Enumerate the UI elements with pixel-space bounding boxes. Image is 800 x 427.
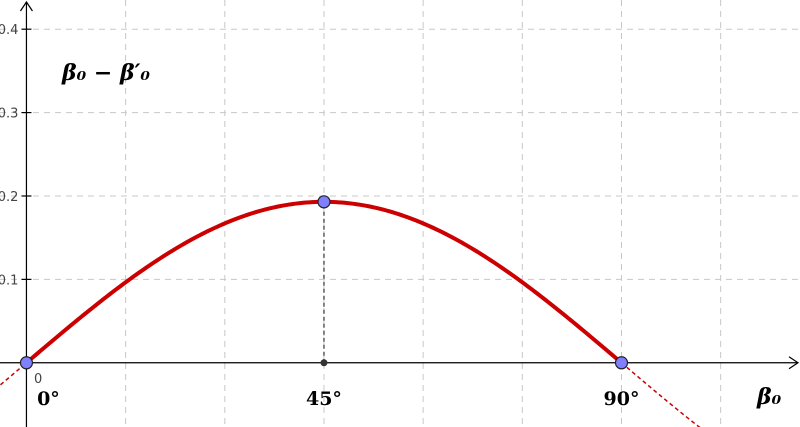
x-tick-label: 90° xyxy=(604,388,640,410)
y-axis-title: β₀ − β′₀ xyxy=(61,60,150,86)
curve-extension-right xyxy=(621,362,701,427)
y-tick-label: 0.2 xyxy=(0,190,18,205)
origin-label: 0 xyxy=(34,372,42,387)
points xyxy=(19,195,629,370)
x-tick-label: 0° xyxy=(37,388,60,410)
data-point xyxy=(19,356,34,370)
x-tick-label: 45° xyxy=(306,388,342,410)
y-tick-label: 0.3 xyxy=(0,107,18,122)
curve-extension-left xyxy=(0,362,27,387)
foot-point xyxy=(320,359,328,367)
y-axis-arrow xyxy=(19,0,33,12)
data-point xyxy=(614,356,629,370)
data-point xyxy=(317,195,331,209)
x-axis-title: β₀ xyxy=(756,384,782,410)
y-tick-label: 0.4 xyxy=(0,23,18,38)
y-tick-label: 0.1 xyxy=(0,273,18,288)
x-axis-arrow xyxy=(788,356,800,370)
labels: β₀ − β′₀ β₀ 0 0.1 0.2 0.3 0.4 0° 45° 90° xyxy=(0,23,782,410)
